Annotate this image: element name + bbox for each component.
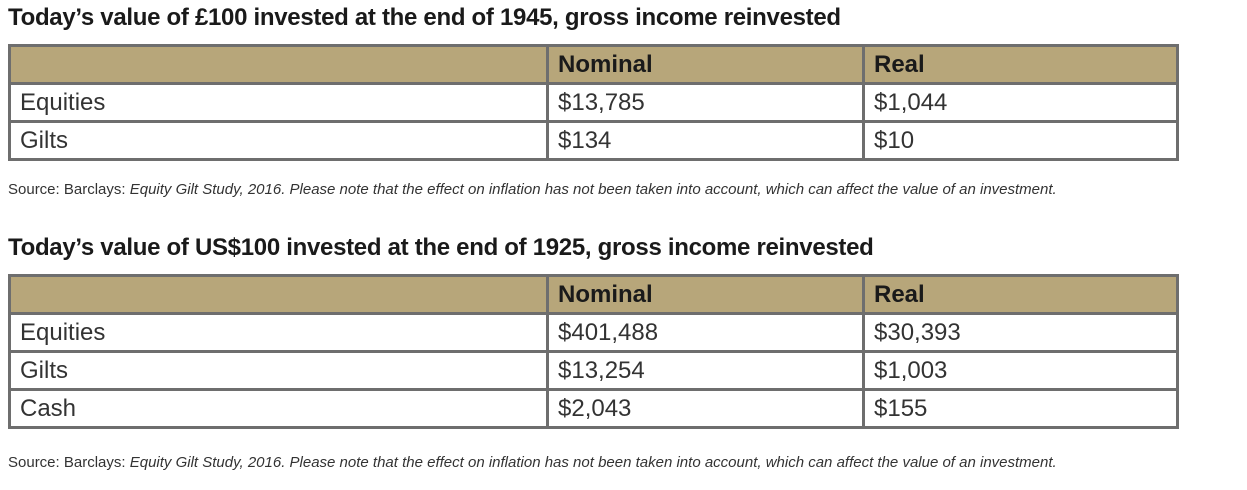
column-header-nominal: Nominal	[546, 44, 865, 85]
us-investment-table: Nominal Real Equities $401,488 $30,393 G…	[8, 274, 1179, 429]
row-label: Equities	[8, 312, 549, 353]
source-text: Equity Gilt Study, 2016. Please note tha…	[129, 181, 1057, 198]
column-header-nominal: Nominal	[546, 274, 865, 315]
column-header-category	[8, 44, 549, 85]
row-label: Equities	[8, 82, 549, 123]
column-header-real: Real	[862, 274, 1179, 315]
table-row: Cash $2,043 $155	[8, 388, 1179, 429]
uk-investment-table: Nominal Real Equities $13,785 $1,044 Gil…	[8, 44, 1179, 161]
table-row: Equities $13,785 $1,044	[8, 82, 1179, 123]
table-title: Today’s value of £100 invested at the en…	[8, 4, 841, 31]
table-header-row: Nominal Real	[8, 274, 1179, 315]
table-row: Gilts $134 $10	[8, 120, 1179, 161]
real-value: $30,393	[862, 312, 1179, 353]
source-note: Source: Barclays: Equity Gilt Study, 201…	[8, 181, 1057, 198]
real-value: $10	[862, 120, 1179, 161]
nominal-value: $13,254	[546, 350, 865, 391]
nominal-value: $13,785	[546, 82, 865, 123]
table-row: Equities $401,488 $30,393	[8, 312, 1179, 353]
real-value: $155	[862, 388, 1179, 429]
table-row: Gilts $13,254 $1,003	[8, 350, 1179, 391]
row-label: Gilts	[8, 350, 549, 391]
column-header-category	[8, 274, 549, 315]
row-label: Gilts	[8, 120, 549, 161]
source-prefix: Source: Barclays:	[8, 181, 130, 198]
source-prefix: Source: Barclays:	[8, 454, 130, 471]
table-header-row: Nominal Real	[8, 44, 1179, 85]
nominal-value: $2,043	[546, 388, 865, 429]
real-value: $1,044	[862, 82, 1179, 123]
table-title: Today’s value of US$100 invested at the …	[8, 234, 874, 261]
nominal-value: $134	[546, 120, 865, 161]
row-label: Cash	[8, 388, 549, 429]
real-value: $1,003	[862, 350, 1179, 391]
nominal-value: $401,488	[546, 312, 865, 353]
source-note: Source: Barclays: Equity Gilt Study, 201…	[8, 454, 1057, 471]
column-header-real: Real	[862, 44, 1179, 85]
source-text: Equity Gilt Study, 2016. Please note tha…	[129, 454, 1057, 471]
